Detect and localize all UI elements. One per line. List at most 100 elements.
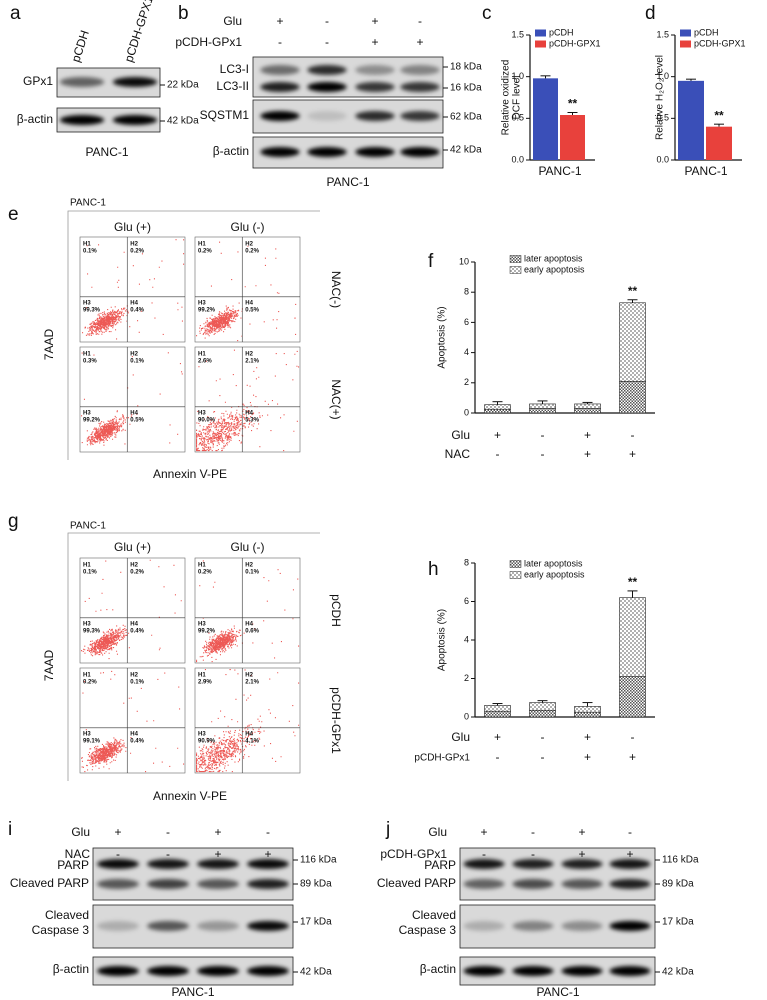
condition-sign: + (114, 825, 121, 839)
marker-label: 42 kDa (167, 116, 199, 127)
cell-line-label: PANC-1 (70, 521, 106, 532)
blot-band (197, 921, 239, 931)
panel-letter: b (178, 3, 189, 24)
blot-band (307, 82, 347, 92)
blot-band (260, 65, 300, 75)
condition-sign: + (494, 428, 501, 442)
blot-band (59, 77, 105, 87)
annotation: ** (628, 284, 638, 298)
quadrant-percent: 0.5% (245, 307, 259, 313)
blot-band (512, 921, 554, 931)
marker-label: 62 kDa (450, 112, 482, 123)
y-tick-label: 1.5 (511, 29, 524, 39)
blot-band (355, 82, 395, 92)
cell-line-label: PANC-1 (85, 145, 128, 159)
quadrant-percent: 0.1% (130, 359, 144, 365)
quadrant-percent: 4.1% (245, 738, 259, 744)
y-tick-label: 8 (464, 287, 469, 297)
blot-band (463, 859, 505, 869)
quadrant-percent: 0.5% (130, 417, 144, 423)
blot-band (561, 966, 603, 976)
blot-band (97, 921, 139, 931)
bar-segment (619, 597, 646, 677)
legend-label: later apoptosis (524, 558, 583, 568)
blot-band (147, 879, 189, 889)
band-label: β-actin (420, 962, 456, 976)
quadrant-name: H3 (83, 300, 91, 306)
x-tick-label: PANC-1 (538, 164, 581, 178)
y-tick-label: 0 (464, 407, 469, 417)
legend-swatch (509, 571, 522, 579)
bar-segment (529, 709, 556, 718)
blot-band (97, 879, 139, 889)
blot-band (512, 859, 554, 869)
flow-frame (67, 210, 320, 460)
quadrant-percent: 0.2% (130, 570, 144, 576)
column-label: Glu (-) (231, 540, 265, 554)
quadrant-percent: 0.2% (198, 249, 212, 255)
condition-sign: + (584, 447, 591, 461)
quadrant-percent: 0.2% (198, 570, 212, 576)
condition-sign: - (541, 428, 545, 442)
bar (706, 126, 732, 160)
blot-band (197, 859, 239, 869)
cell-line-label: PANC-1 (536, 985, 579, 999)
panel-letter: e (8, 204, 19, 225)
bar-segment (529, 702, 556, 711)
blot-band (112, 77, 158, 87)
blot-band (463, 921, 505, 931)
blot-band (247, 966, 289, 976)
blot-band (355, 65, 395, 75)
band-label: β-actin (53, 962, 89, 976)
condition-sign: + (371, 14, 378, 28)
y-tick-label: 2 (464, 673, 469, 683)
quadrant-percent: 90.9% (198, 738, 216, 744)
condition-sign: - (496, 447, 500, 461)
legend-label: early apoptosis (524, 264, 585, 274)
quadrant-percent: 0.1% (130, 680, 144, 686)
y-tick-label: 4 (464, 347, 469, 357)
condition-sign: + (480, 825, 487, 839)
bar-segment (574, 711, 601, 718)
blot-band (609, 859, 651, 869)
blot-membrane (459, 847, 656, 901)
flow-ylabel: 7AAD (42, 649, 56, 681)
condition-sign: - (541, 750, 545, 764)
blot-band (400, 111, 440, 121)
column-label: Glu (-) (231, 220, 265, 234)
quadrant-name: H1 (83, 673, 91, 679)
condition-sign: + (494, 730, 501, 744)
blot-band (307, 111, 347, 121)
condition-label: pCDH-GPx1 (175, 35, 242, 49)
quadrant-name: H3 (83, 621, 91, 627)
legend-swatch (680, 29, 691, 37)
y-axis-label: Relative H₂O₂ level (655, 55, 666, 140)
panel-letter: g (8, 511, 19, 532)
panel-letter: d (645, 3, 656, 24)
y-tick-label: 6 (464, 596, 469, 606)
legend-label: pCDH-GPX1 (694, 38, 746, 48)
quadrant-percent: 0.1% (83, 570, 97, 576)
bar-segment (484, 705, 511, 712)
flow-events (82, 239, 185, 340)
bar-segment (484, 404, 511, 410)
panel-letter: i (8, 819, 12, 840)
quadrant-name: H3 (83, 410, 91, 416)
marker-label: 89 kDa (300, 879, 332, 890)
quadrant-percent: 99.2% (198, 307, 216, 313)
quadrant-percent: 0.2% (130, 249, 144, 255)
marker-label: 22 kDa (167, 80, 199, 91)
legend-label: early apoptosis (524, 569, 585, 579)
legend-swatch (535, 29, 546, 37)
condition-sign: - (266, 825, 270, 839)
condition-sign: - (496, 750, 500, 764)
quadrant-name: H1 (83, 242, 91, 248)
blot-band (463, 966, 505, 976)
quadrant-name: H2 (245, 563, 253, 569)
quadrant-name: H3 (198, 621, 206, 627)
blot-band (247, 921, 289, 931)
band-label: PARP (57, 858, 89, 872)
quadrant-percent: 2.9% (198, 680, 212, 686)
condition-sign: - (166, 847, 170, 861)
y-tick-label: 4 (464, 634, 469, 644)
